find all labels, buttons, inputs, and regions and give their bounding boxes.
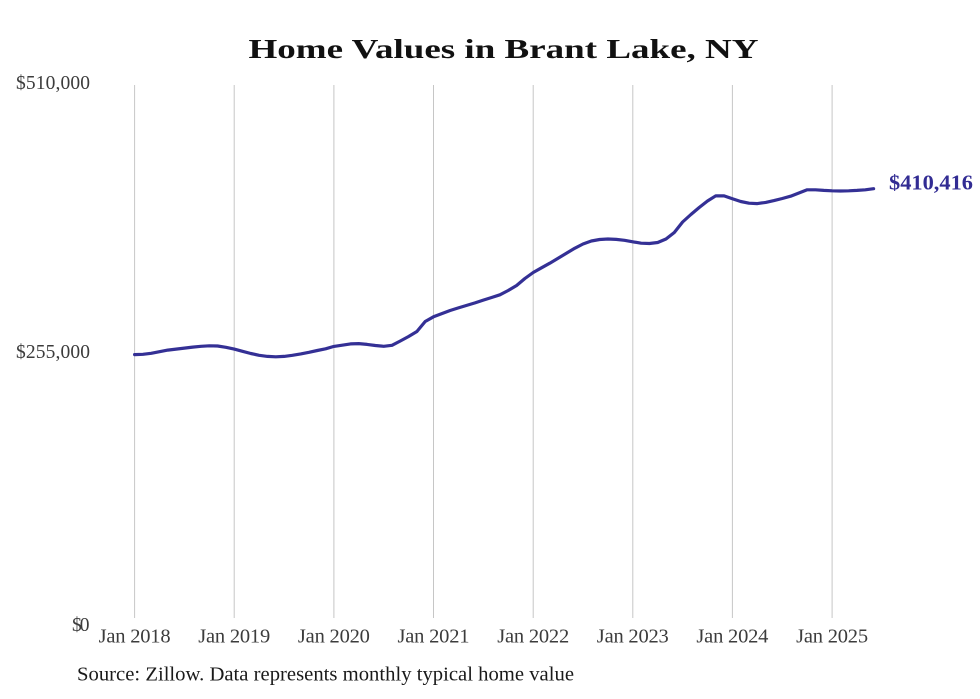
svg-text:Jan 2018: Jan 2018 [99, 626, 171, 648]
svg-text:$510,000: $510,000 [16, 73, 90, 94]
svg-text:$410,416: $410,416 [889, 171, 973, 195]
svg-text:Jan 2020: Jan 2020 [298, 626, 370, 648]
svg-text:Jan 2022: Jan 2022 [497, 626, 569, 648]
svg-text:Jan 2019: Jan 2019 [198, 626, 270, 648]
svg-text:$0: $0 [72, 615, 90, 636]
svg-text:$255,000: $255,000 [16, 342, 90, 363]
svg-text:Jan 2025: Jan 2025 [796, 626, 868, 648]
svg-text:Jan 2024: Jan 2024 [696, 626, 768, 648]
svg-text:Source: Zillow. Data represent: Source: Zillow. Data represents monthly … [77, 665, 574, 686]
svg-text:Jan 2023: Jan 2023 [597, 626, 669, 648]
svg-text:Home Values in Brant Lake, NY: Home Values in Brant Lake, NY [249, 33, 759, 64]
svg-text:Jan 2021: Jan 2021 [398, 626, 470, 648]
